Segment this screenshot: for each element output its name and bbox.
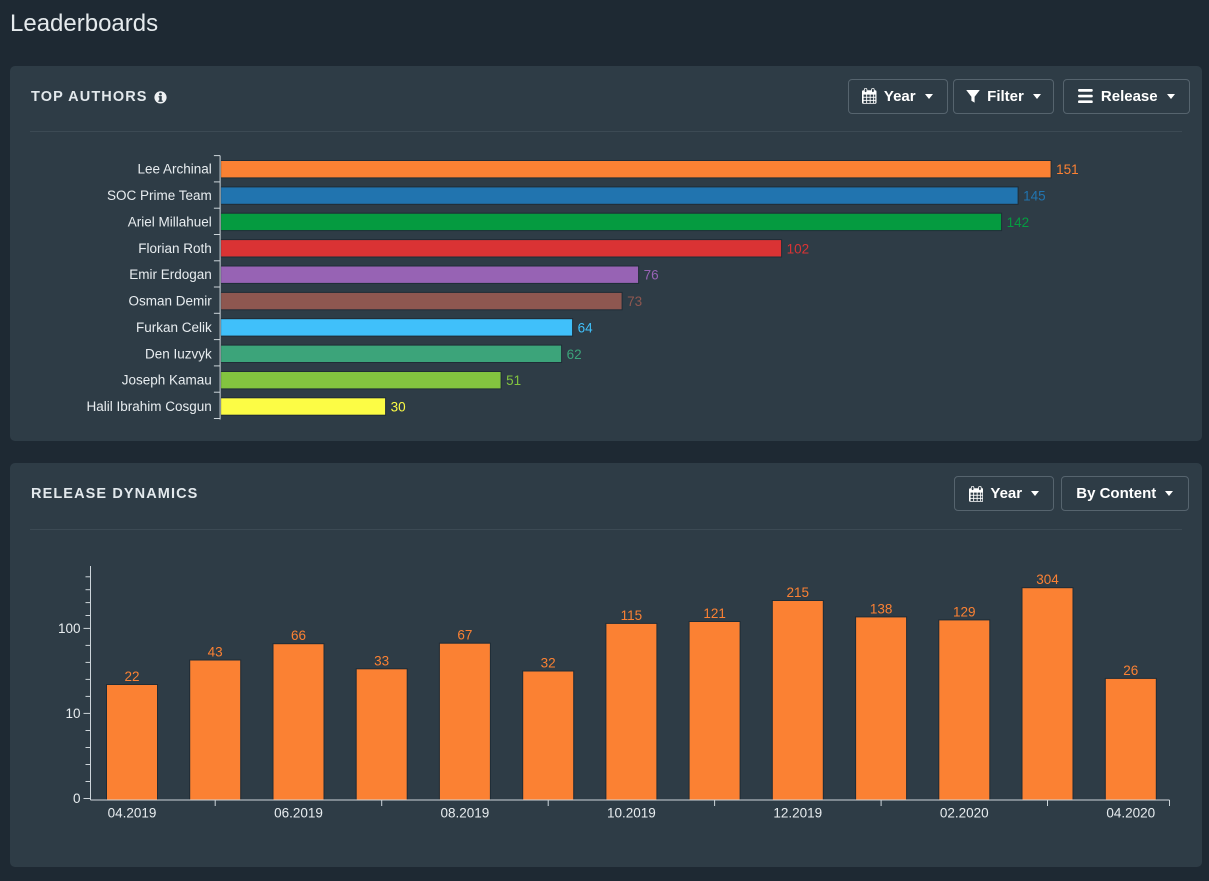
svg-text:02.2020: 02.2020: [940, 806, 989, 821]
svg-text:Den Iuzvyk: Den Iuzvyk: [145, 346, 212, 361]
svg-text:Florian Roth: Florian Roth: [138, 241, 212, 256]
svg-text:73: 73: [627, 294, 642, 309]
svg-text:304: 304: [1036, 572, 1059, 587]
svg-text:67: 67: [457, 628, 472, 643]
svg-text:76: 76: [644, 268, 659, 283]
svg-text:Lee Archinal: Lee Archinal: [137, 162, 211, 177]
svg-text:12.2019: 12.2019: [773, 806, 822, 821]
svg-text:145: 145: [1023, 189, 1046, 204]
svg-text:Joseph Kamau: Joseph Kamau: [122, 373, 212, 388]
svg-text:08.2019: 08.2019: [440, 806, 489, 821]
svg-text:0: 0: [73, 791, 81, 806]
svg-text:138: 138: [870, 601, 893, 616]
svg-text:SOC Prime Team: SOC Prime Team: [107, 188, 212, 203]
svg-text:62: 62: [567, 347, 582, 362]
svg-text:Emir Erdogan: Emir Erdogan: [129, 267, 212, 282]
svg-text:22: 22: [124, 669, 139, 684]
svg-text:Furkan Celik: Furkan Celik: [136, 320, 212, 335]
svg-text:66: 66: [291, 628, 306, 643]
svg-text:26: 26: [1123, 663, 1138, 678]
svg-text:Halil Ibrahim Cosgun: Halil Ibrahim Cosgun: [86, 399, 211, 414]
svg-text:43: 43: [208, 645, 223, 660]
svg-text:115: 115: [621, 608, 643, 623]
svg-text:142: 142: [1007, 215, 1030, 230]
svg-text:121: 121: [703, 606, 726, 621]
svg-text:04.2020: 04.2020: [1106, 806, 1155, 821]
svg-text:51: 51: [506, 373, 521, 388]
svg-text:100: 100: [58, 621, 81, 636]
svg-text:10.2019: 10.2019: [607, 806, 656, 821]
svg-text:32: 32: [541, 656, 556, 671]
svg-text:102: 102: [787, 241, 810, 256]
svg-text:04.2019: 04.2019: [108, 806, 157, 821]
svg-text:151: 151: [1056, 162, 1079, 177]
svg-text:Osman Demir: Osman Demir: [129, 294, 213, 309]
svg-text:10: 10: [65, 706, 80, 721]
svg-text:06.2019: 06.2019: [274, 806, 323, 821]
svg-text:64: 64: [578, 320, 594, 335]
svg-text:33: 33: [374, 653, 389, 668]
svg-text:129: 129: [953, 604, 976, 619]
svg-text:215: 215: [787, 585, 810, 600]
svg-text:30: 30: [391, 400, 406, 415]
svg-text:Ariel Millahuel: Ariel Millahuel: [128, 214, 212, 229]
